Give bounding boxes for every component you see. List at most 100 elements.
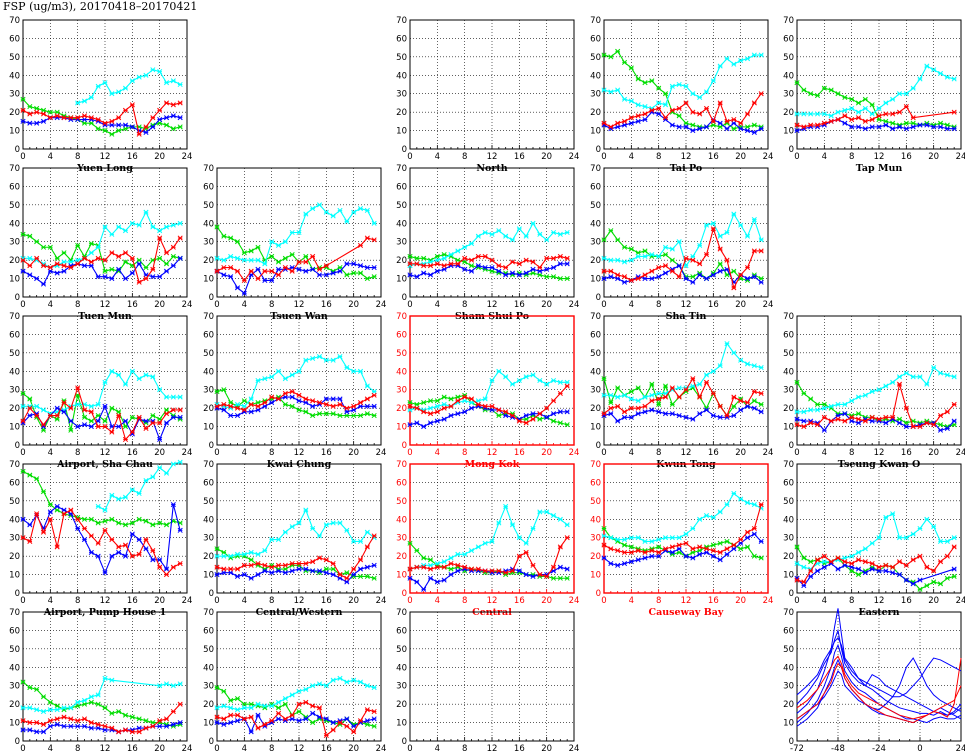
x-tick-label: 24 xyxy=(956,744,965,754)
x-tick-label: 8 xyxy=(849,448,854,458)
data-point-blue xyxy=(448,572,454,578)
data-point-cyan xyxy=(102,224,108,230)
data-point-blue xyxy=(910,124,916,130)
data-point-red xyxy=(676,105,682,112)
data-point-green xyxy=(316,411,323,417)
data-point-red xyxy=(669,107,675,113)
data-point-cyan xyxy=(635,398,641,404)
y-tick-label: 20 xyxy=(590,404,601,414)
data-point-blue xyxy=(323,570,329,576)
data-point-green xyxy=(88,516,94,522)
data-point-cyan xyxy=(462,551,468,557)
data-point-blue xyxy=(170,113,176,119)
data-point-red xyxy=(910,557,916,563)
x-tick-label: 0 xyxy=(794,448,799,458)
x-tick-label: 4 xyxy=(435,744,440,754)
data-point-red xyxy=(434,409,440,415)
data-point-blue xyxy=(40,281,47,287)
y-tick-label: 20 xyxy=(783,404,794,414)
data-point-red xyxy=(116,544,122,550)
data-point-cyan xyxy=(170,222,176,228)
y-tick-label: 40 xyxy=(590,367,601,377)
data-point-cyan xyxy=(642,394,648,400)
data-point-red xyxy=(628,277,634,283)
y-tick-label: 20 xyxy=(590,256,601,266)
data-point-red xyxy=(509,259,516,265)
data-point-cyan xyxy=(869,540,875,546)
series-line-blue xyxy=(22,257,181,285)
data-point-blue xyxy=(717,557,723,563)
data-point-red xyxy=(615,272,621,278)
x-tick-label: 16 xyxy=(127,448,138,458)
data-point-red xyxy=(95,540,101,546)
y-tick-label: 20 xyxy=(396,552,407,562)
data-point-green xyxy=(937,120,944,126)
y-tick-label: 70 xyxy=(396,460,407,470)
x-tick-label: 16 xyxy=(514,744,525,754)
data-point-blue xyxy=(883,122,889,128)
y-tick-label: 40 xyxy=(9,219,20,229)
data-point-red xyxy=(703,379,710,385)
data-point-green xyxy=(228,697,234,704)
x-tick-label: 20 xyxy=(154,448,165,458)
data-point-cyan xyxy=(40,708,47,715)
data-point-cyan xyxy=(814,407,821,413)
data-point-red xyxy=(221,566,227,572)
data-point-red xyxy=(344,723,350,729)
x-tick-label: 0 xyxy=(794,596,799,606)
station-label: Tap Mun xyxy=(856,163,903,174)
data-point-blue xyxy=(917,122,923,128)
data-point-green xyxy=(544,274,550,280)
data-point-red xyxy=(109,250,115,256)
data-point-red xyxy=(47,718,53,724)
x-tick-label: 24 xyxy=(376,596,387,606)
series-line-red xyxy=(409,537,568,578)
data-point-blue xyxy=(157,723,163,729)
data-point-red xyxy=(88,115,94,121)
data-point-cyan xyxy=(855,394,862,400)
data-point-green xyxy=(109,405,115,411)
data-point-green xyxy=(557,575,563,581)
data-point-red xyxy=(122,250,129,256)
data-point-cyan xyxy=(177,681,183,687)
x-tick-label: 4 xyxy=(822,152,827,162)
y-tick-label: 0 xyxy=(402,589,407,599)
data-point-cyan xyxy=(842,401,848,408)
data-point-green xyxy=(758,555,764,561)
data-point-green xyxy=(95,126,101,132)
data-point-blue xyxy=(310,710,316,716)
data-point-cyan xyxy=(310,355,316,361)
data-point-cyan xyxy=(303,686,309,692)
x-tick-label: 0 xyxy=(214,596,219,606)
data-point-blue xyxy=(150,274,156,280)
y-tick-label: 30 xyxy=(590,238,601,248)
y-tick-label: 50 xyxy=(396,349,407,359)
data-point-red xyxy=(61,263,67,269)
data-point-green xyxy=(683,120,689,126)
y-tick-label: 30 xyxy=(9,90,20,100)
y-tick-label: 40 xyxy=(203,515,214,525)
data-point-red xyxy=(924,564,930,570)
data-point-green xyxy=(221,233,227,239)
data-point-red xyxy=(758,248,764,254)
data-point-blue xyxy=(143,129,149,135)
data-point-blue xyxy=(34,120,40,126)
data-point-blue xyxy=(157,274,163,280)
data-point-green xyxy=(931,579,937,585)
data-point-blue xyxy=(129,124,135,130)
series-line-cyan xyxy=(216,355,375,409)
data-point-cyan xyxy=(448,555,454,561)
y-tick-label: 70 xyxy=(203,164,214,174)
data-point-red xyxy=(690,546,696,552)
data-point-blue xyxy=(81,422,88,428)
data-point-green xyxy=(364,573,370,579)
data-point-green xyxy=(221,387,227,393)
data-point-green xyxy=(628,246,634,252)
data-point-cyan xyxy=(869,389,875,395)
data-point-cyan xyxy=(289,229,295,236)
y-tick-label: 30 xyxy=(203,238,214,248)
x-tick-label: 16 xyxy=(514,448,525,458)
data-point-blue xyxy=(241,572,247,578)
data-point-red xyxy=(628,549,634,556)
